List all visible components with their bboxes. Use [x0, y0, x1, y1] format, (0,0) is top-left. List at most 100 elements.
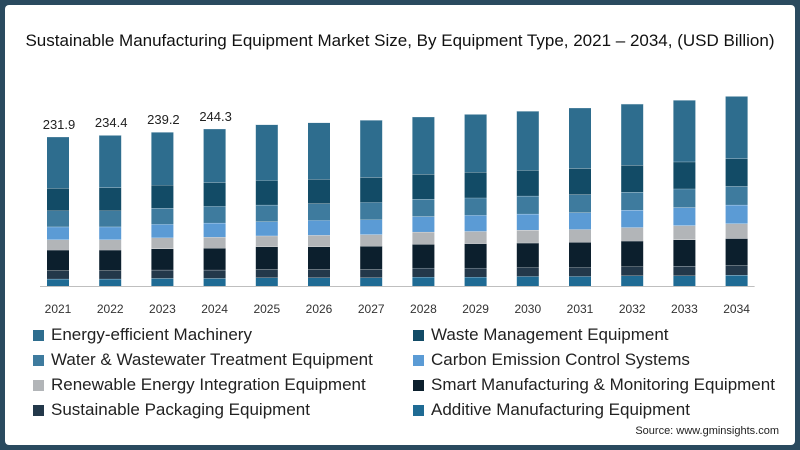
legend-item: Waste Management Equipment: [413, 325, 669, 345]
bar-segment-sustainable-packaging-equipment-2022: [99, 270, 122, 279]
bar-segment-water-wastewater-treatment-equipment-2022: [99, 210, 122, 227]
bar-segment-waste-management-equipment-2026: [308, 179, 330, 204]
bar-segment-carbon-emission-control-systems-2023: [151, 224, 174, 238]
bar-segment-energy-efficient-machinery-2031: [569, 107, 591, 169]
bar-segment-sustainable-packaging-equipment-2024: [203, 269, 226, 279]
bar-segment-water-wastewater-treatment-equipment-2033: [673, 188, 696, 208]
legend-label: Renewable Energy Integration Equipment: [51, 375, 366, 394]
x-tick-label: 2032: [619, 302, 646, 316]
bar-segment-waste-management-equipment-2025: [255, 180, 278, 205]
bar-segment-renewable-energy-integration-equipment-2032: [621, 227, 644, 241]
bar-segment-smart-manufacturing-monitoring-equipment-2024: [203, 248, 226, 270]
chart-card: Sustainable Manufacturing Equipment Mark…: [5, 5, 795, 445]
bar-segment-additive-manufacturing-equipment-2029: [464, 276, 487, 286]
bar-segment-water-wastewater-treatment-equipment-2030: [516, 195, 539, 214]
x-tick-label: 2023: [149, 302, 176, 316]
bar-segment-water-wastewater-treatment-equipment-2032: [621, 192, 644, 211]
chart-title: Sustainable Manufacturing Equipment Mark…: [25, 31, 775, 50]
bar-segment-carbon-emission-control-systems-2024: [203, 222, 226, 238]
legend-swatch: [413, 354, 424, 366]
bar-segment-sustainable-packaging-equipment-2026: [308, 269, 330, 278]
bar-segment-waste-management-equipment-2034: [725, 158, 748, 187]
x-tick-label: 2029: [462, 302, 489, 316]
legend-label: Waste Management Equipment: [431, 325, 669, 344]
legend-label: Water & Wastewater Treatment Equipment: [51, 350, 373, 369]
bar-segment-smart-manufacturing-monitoring-equipment-2028: [412, 244, 435, 268]
legend-item: Water & Wastewater Treatment Equipment: [33, 350, 373, 370]
bar-segment-carbon-emission-control-systems-2029: [464, 215, 487, 232]
bar-segment-smart-manufacturing-monitoring-equipment-2031: [569, 242, 591, 268]
x-tick-label: 2026: [306, 302, 333, 316]
bar-segment-water-wastewater-treatment-equipment-2023: [151, 208, 174, 225]
source-note: Source: www.gminsights.com: [635, 425, 779, 437]
bar-segment-waste-management-equipment-2031: [569, 168, 591, 195]
legend-item: Sustainable Packaging Equipment: [33, 400, 310, 420]
bar-segment-smart-manufacturing-monitoring-equipment-2033: [673, 239, 696, 267]
bar-segment-energy-efficient-machinery-2025: [255, 124, 278, 181]
legend-swatch: [413, 404, 424, 416]
legend-swatch: [33, 404, 44, 416]
bar-segment-additive-manufacturing-equipment-2027: [360, 277, 383, 286]
bar-segment-water-wastewater-treatment-equipment-2021: [47, 210, 69, 227]
bar-segment-energy-efficient-machinery-2022: [99, 135, 122, 188]
bar-segment-smart-manufacturing-monitoring-equipment-2022: [99, 249, 122, 271]
x-tick-label: 2033: [671, 302, 698, 316]
bar-segment-carbon-emission-control-systems-2021: [47, 226, 69, 240]
bar-segment-renewable-energy-integration-equipment-2031: [569, 229, 591, 243]
bar-segment-additive-manufacturing-equipment-2033: [673, 275, 696, 286]
bar-segment-smart-manufacturing-monitoring-equipment-2032: [621, 240, 644, 267]
bar-segment-energy-efficient-machinery-2023: [151, 132, 174, 185]
bar-segment-carbon-emission-control-systems-2032: [621, 210, 644, 228]
bar-segment-water-wastewater-treatment-equipment-2031: [569, 194, 591, 213]
bar-segment-waste-management-equipment-2021: [47, 188, 69, 211]
bar-segment-carbon-emission-control-systems-2028: [412, 216, 435, 232]
bar-segment-carbon-emission-control-systems-2027: [360, 219, 383, 235]
legend-label: Additive Manufacturing Equipment: [431, 400, 690, 419]
bar-segment-additive-manufacturing-equipment-2023: [151, 278, 174, 286]
legend-swatch: [33, 379, 44, 391]
bar-segment-sustainable-packaging-equipment-2033: [673, 266, 696, 276]
legend-item: Renewable Energy Integration Equipment: [33, 375, 366, 395]
bar-segment-water-wastewater-treatment-equipment-2026: [308, 203, 330, 221]
bar-segment-waste-management-equipment-2024: [203, 182, 226, 207]
legend-label: Sustainable Packaging Equipment: [51, 400, 310, 419]
bar-segment-smart-manufacturing-monitoring-equipment-2027: [360, 246, 383, 270]
bar-segment-energy-efficient-machinery-2029: [464, 114, 487, 173]
bar-segment-sustainable-packaging-equipment-2028: [412, 267, 435, 277]
data-label-total: 239.2: [147, 112, 180, 127]
bar-segment-renewable-energy-integration-equipment-2022: [99, 239, 122, 250]
bar-segment-additive-manufacturing-equipment-2034: [725, 275, 748, 286]
bar-segment-waste-management-equipment-2033: [673, 161, 696, 189]
bar-segment-sustainable-packaging-equipment-2021: [47, 270, 69, 279]
x-tick-label: 2022: [97, 302, 124, 316]
bar-segment-energy-efficient-machinery-2034: [725, 96, 748, 159]
legend-swatch: [413, 329, 424, 341]
bar-segment-additive-manufacturing-equipment-2025: [255, 277, 278, 286]
bar-segment-renewable-energy-integration-equipment-2028: [412, 231, 435, 245]
bar-segment-additive-manufacturing-equipment-2031: [569, 276, 591, 286]
bar-segment-renewable-energy-integration-equipment-2029: [464, 231, 487, 244]
bar-segment-sustainable-packaging-equipment-2032: [621, 266, 644, 276]
bar-segment-carbon-emission-control-systems-2022: [99, 226, 122, 240]
bar-segment-energy-efficient-machinery-2030: [516, 111, 539, 171]
bar-segment-waste-management-equipment-2027: [360, 177, 383, 203]
bar-segment-waste-management-equipment-2023: [151, 184, 174, 209]
bar-segment-renewable-energy-integration-equipment-2023: [151, 237, 174, 249]
legend-swatch: [413, 379, 424, 391]
bar-segment-renewable-energy-integration-equipment-2026: [308, 235, 330, 247]
bar-segment-smart-manufacturing-monitoring-equipment-2029: [464, 243, 487, 268]
bar-segment-sustainable-packaging-equipment-2031: [569, 267, 591, 277]
bar-segment-waste-management-equipment-2029: [464, 172, 487, 198]
bar-segment-smart-manufacturing-monitoring-equipment-2021: [47, 249, 69, 271]
bar-segment-carbon-emission-control-systems-2034: [725, 204, 748, 224]
legend-swatch: [33, 354, 44, 366]
bar-segment-additive-manufacturing-equipment-2021: [47, 278, 69, 286]
bar-segment-additive-manufacturing-equipment-2028: [412, 276, 435, 286]
bar-segment-smart-manufacturing-monitoring-equipment-2026: [308, 246, 330, 270]
x-tick-label: 2030: [514, 302, 541, 316]
bar-segment-additive-manufacturing-equipment-2032: [621, 275, 644, 286]
bar-segment-additive-manufacturing-equipment-2026: [308, 277, 330, 286]
bar-segment-water-wastewater-treatment-equipment-2034: [725, 186, 748, 205]
bar-segment-renewable-energy-integration-equipment-2034: [725, 223, 748, 239]
legend-item: Carbon Emission Control Systems: [413, 350, 690, 370]
